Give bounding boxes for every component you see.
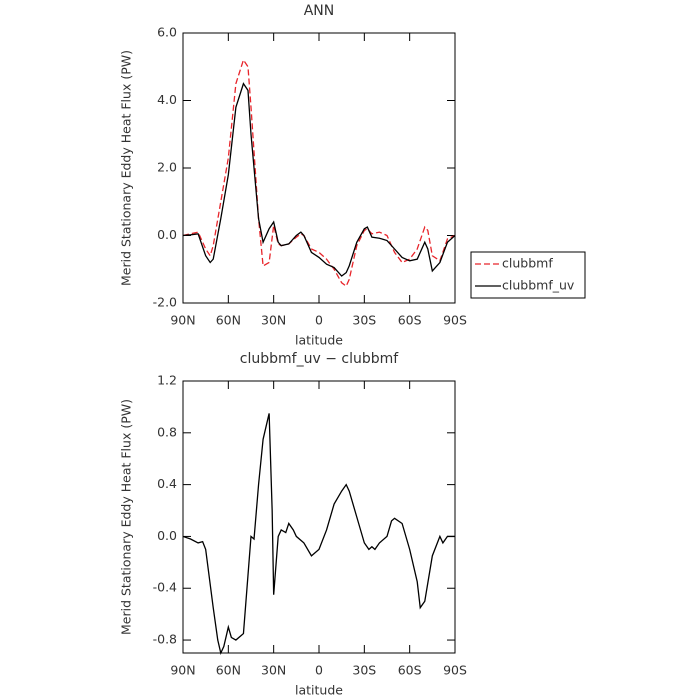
legend-box bbox=[470, 251, 586, 299]
legend-label: clubbmf bbox=[502, 256, 553, 271]
y-tick-label: 4.0 bbox=[157, 92, 177, 107]
y-tick-label: -0.4 bbox=[153, 580, 177, 595]
chart-title: clubbmf_uv − clubbmf bbox=[240, 351, 399, 367]
x-tick-label: 60N bbox=[216, 313, 241, 328]
plot-frame bbox=[182, 32, 456, 304]
y-tick-label: 0.0 bbox=[157, 227, 177, 242]
y-tick-label: 2.0 bbox=[157, 160, 177, 175]
x-tick-label: 30N bbox=[261, 663, 286, 678]
x-tick-label: 90N bbox=[170, 663, 195, 678]
x-axis-label: latitude bbox=[295, 683, 343, 698]
x-tick-label: 30S bbox=[352, 313, 376, 328]
y-axis-label: Merid Stationary Eddy Heat Flux (PW) bbox=[119, 399, 134, 635]
x-tick-label: 90S bbox=[443, 663, 467, 678]
y-tick-label: -2.0 bbox=[153, 295, 177, 310]
x-tick-label: 0 bbox=[315, 313, 323, 328]
data-line bbox=[182, 58, 456, 288]
y-tick-label: -0.8 bbox=[153, 632, 177, 647]
x-tick-label: 30S bbox=[352, 663, 376, 678]
y-tick-label: 0.8 bbox=[157, 424, 177, 439]
y-axis-label: Merid Stationary Eddy Heat Flux (PW) bbox=[119, 50, 134, 286]
legend-label: clubbmf_uv bbox=[502, 278, 575, 293]
x-tick-label: 60N bbox=[216, 663, 241, 678]
x-tick-label: 60S bbox=[398, 313, 422, 328]
y-tick-label: 1.2 bbox=[157, 373, 177, 388]
y-tick-label: 0.4 bbox=[157, 476, 177, 491]
plot-frame bbox=[182, 380, 456, 654]
x-tick-label: 30N bbox=[261, 313, 286, 328]
chart-title: ANN bbox=[304, 3, 335, 19]
y-tick-label: 6.0 bbox=[157, 25, 177, 40]
x-tick-label: 90S bbox=[443, 313, 467, 328]
data-line bbox=[182, 413, 455, 655]
y-tick-label: 0.0 bbox=[157, 528, 177, 543]
x-tick-label: 0 bbox=[315, 663, 323, 678]
x-tick-label: 90N bbox=[170, 313, 195, 328]
data-line bbox=[182, 82, 456, 277]
x-tick-label: 60S bbox=[398, 663, 422, 678]
x-axis-label: latitude bbox=[295, 333, 343, 348]
